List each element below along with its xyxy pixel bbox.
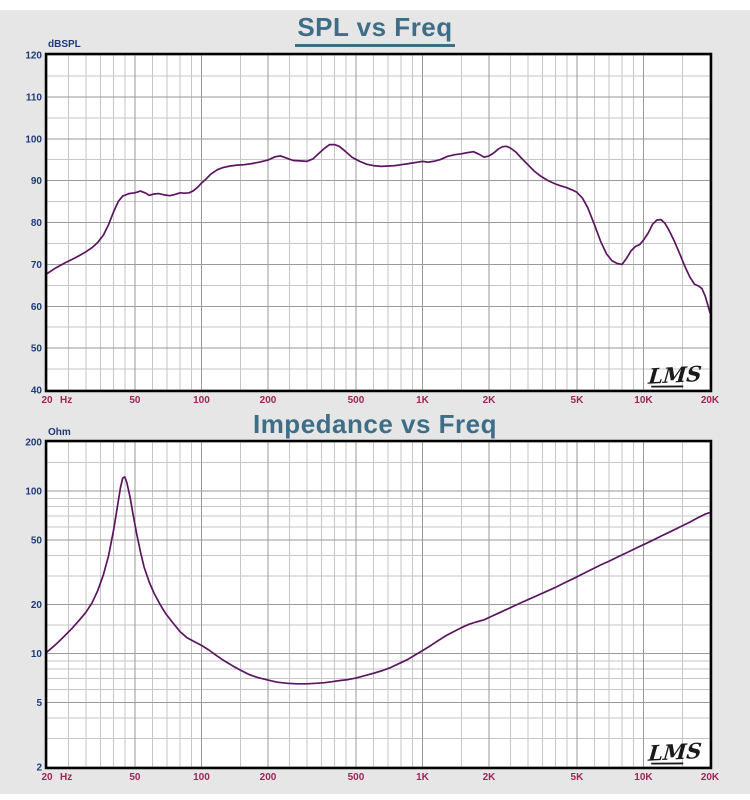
- x-tick-label: 500: [348, 772, 365, 783]
- y-tick-label: 110: [26, 92, 43, 103]
- y-tick-label: 80: [31, 218, 43, 229]
- x-tick-label: 1K: [416, 772, 430, 783]
- y-tick-label: 40: [31, 386, 43, 397]
- x-tick-label: 2K: [483, 772, 497, 783]
- y-tick-label: 2: [36, 763, 42, 774]
- x-tick-label: 10K: [634, 772, 653, 783]
- plot-border: [44, 52, 713, 393]
- impedance-y-axis-unit-label: Ohm: [48, 427, 71, 438]
- x-tick-label: 200: [260, 772, 277, 783]
- x-tick-label: 2K: [483, 395, 497, 403]
- x-tick-label: 20K: [701, 772, 720, 783]
- x-tick-label: 5K: [571, 395, 585, 403]
- x-tick-label: 20: [41, 395, 53, 403]
- x-tick-label: 20: [41, 772, 53, 783]
- x-tick-label: 100: [193, 395, 210, 403]
- spl-chart-title-text: SPL vs Freq: [295, 12, 455, 47]
- x-axis-unit-label: Hz: [60, 772, 72, 783]
- y-tick-label: 50: [31, 344, 43, 355]
- y-tick-label: 50: [31, 535, 43, 546]
- spl-chart-title: SPL vs Freq: [0, 7, 750, 47]
- x-tick-label: 200: [260, 395, 277, 403]
- measurement-curve: [46, 143, 711, 314]
- y-tick-label: 10: [31, 649, 43, 660]
- x-tick-label: 1K: [416, 395, 430, 403]
- y-tick-label: 20: [31, 600, 43, 611]
- y-tick-label: 200: [25, 438, 42, 449]
- y-tick-label: 120: [25, 51, 42, 62]
- bottom-white-strip: [0, 794, 750, 800]
- spl-y-axis-unit-label: dBSPL: [48, 39, 81, 50]
- measurement-curve: [46, 476, 711, 685]
- y-tick-label: 100: [25, 486, 42, 497]
- plot-border: [44, 439, 713, 770]
- x-tick-label: 5K: [571, 772, 585, 783]
- y-tick-label: 70: [31, 260, 43, 271]
- spl-chart-section: SPL vs Freq dBSPL 120 110 100 90 80 70 60 50 40 2…: [0, 7, 750, 404]
- x-tick-label: 50: [129, 395, 141, 403]
- y-tick-label: 100: [25, 134, 42, 145]
- impedance-chart-section: Impedance vs Freq Ohm 200 100 50 20 10 5 2 20 Hz…: [0, 403, 750, 800]
- lms-logo: LMS: [646, 361, 702, 389]
- lms-logo-text: LMS: [646, 738, 702, 766]
- top-white-strip: [0, 0, 750, 10]
- x-tick-label: 50: [129, 772, 141, 783]
- x-tick-label: 20K: [701, 395, 720, 403]
- x-axis-unit-label: Hz: [60, 395, 72, 403]
- y-tick-label: 5: [36, 698, 42, 709]
- x-tick-label: 500: [348, 395, 365, 403]
- lms-logo-text: LMS: [646, 361, 702, 389]
- y-tick-label: 60: [31, 302, 43, 313]
- lms-logo-underline: [651, 385, 684, 388]
- lms-logo-underline: [651, 762, 684, 765]
- lms-logo: LMS: [646, 738, 702, 766]
- y-tick-label: 90: [31, 176, 43, 187]
- x-tick-label: 10K: [634, 395, 653, 403]
- x-tick-label: 100: [193, 772, 210, 783]
